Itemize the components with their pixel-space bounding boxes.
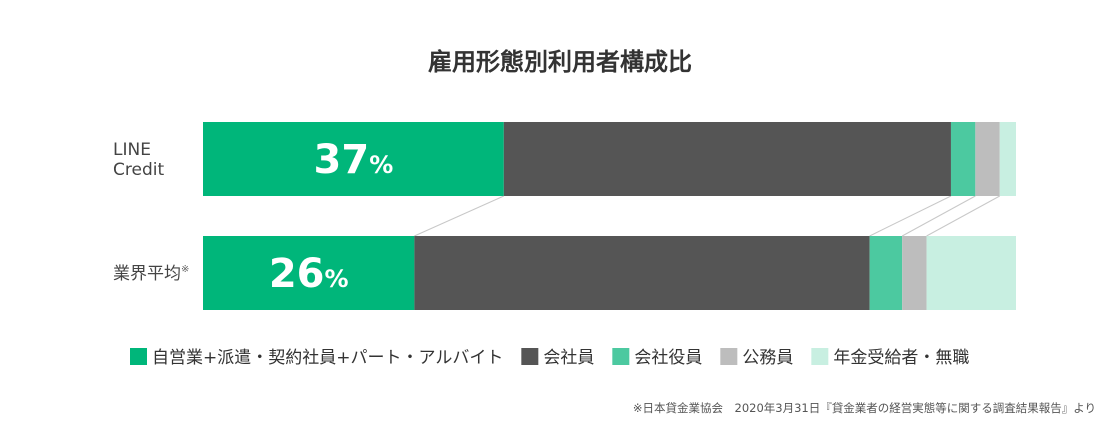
legend-label: 会社役員 [634, 348, 702, 368]
legend-label: 公務員 [742, 348, 793, 368]
bar-segment-2-2 [414, 236, 870, 310]
connector-line [414, 195, 505, 237]
legend-label: 年金受給者・無職 [833, 348, 969, 368]
connector-lines [414, 195, 1000, 237]
bar-segment-1-5 [999, 122, 1016, 196]
connector-line [869, 195, 952, 237]
legend-label: 会社員 [543, 348, 594, 368]
bar-segment-2-5 [926, 236, 1016, 310]
source-note: ※日本貸金業協会 2020年3月31日『貸金業者の経営実態等に関する調査結果報告… [633, 401, 1096, 415]
bar-segment-2-3 [869, 236, 903, 310]
connector-line [901, 195, 976, 237]
bar-segment-1-2 [503, 122, 951, 196]
legend: 自営業+派遣・契約社員+パート・アルバイト 会社員 会社役員 公務員 年金受給者・無職 [130, 348, 969, 368]
legend-swatch [720, 348, 738, 365]
bar-segment-2-4 [902, 236, 927, 310]
category-note-mark: ※ [181, 264, 189, 275]
bars [203, 122, 1016, 310]
data-label-unit: % [325, 265, 349, 293]
category-label: 業界平均※ [113, 264, 189, 284]
bar-segment-1-4 [975, 122, 1000, 196]
connector-line [926, 195, 1000, 237]
legend-swatch [521, 348, 539, 365]
bar-segment-1-3 [950, 122, 976, 196]
legend-swatch [811, 348, 829, 365]
data-label-unit: % [369, 151, 393, 179]
legend-swatch [612, 348, 630, 365]
legend-label: 自営業+派遣・契約社員+パート・アルバイト [152, 348, 503, 368]
bar-segment-1-1 [203, 122, 504, 196]
bar-segment-2-1 [203, 236, 415, 310]
legend-swatch [130, 348, 147, 365]
category-label: Credit [113, 160, 164, 180]
chart-title: 雇用形態別利用者構成比 [428, 48, 692, 76]
category-label: LINE [113, 140, 151, 160]
